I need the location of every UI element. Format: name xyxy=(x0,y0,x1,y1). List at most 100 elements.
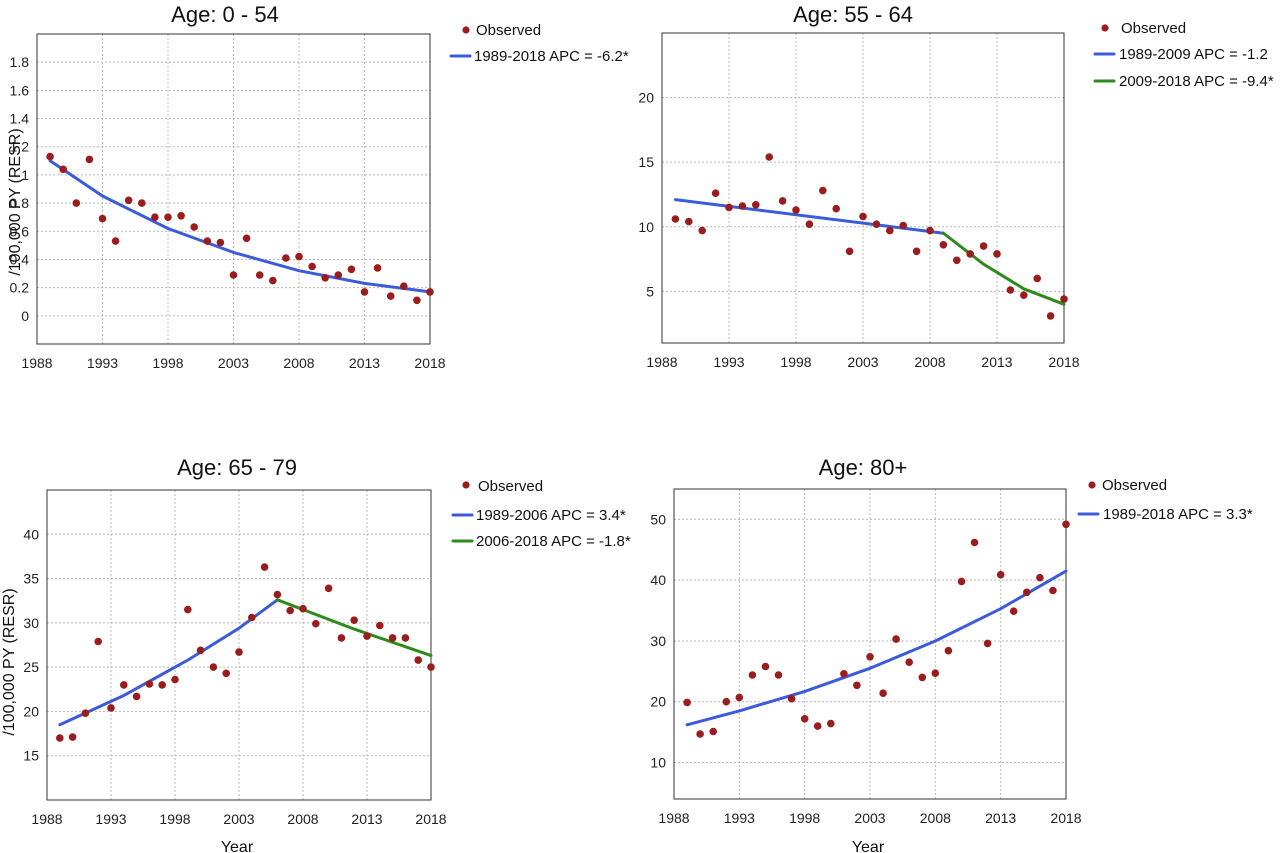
y-tick-label: 35 xyxy=(23,571,39,587)
observed-point xyxy=(813,722,822,730)
legend-observed-marker xyxy=(462,481,470,489)
observed-point xyxy=(905,658,913,666)
x-tick-label: 1993 xyxy=(95,811,126,827)
observed-point xyxy=(209,663,218,671)
y-tick-labels: 10 20 30 40 50 xyxy=(650,511,666,770)
observed-point xyxy=(282,254,290,262)
panel-title: Age: 65 - 79 xyxy=(177,455,297,480)
observed-point xyxy=(765,153,773,161)
observed-point xyxy=(1062,520,1070,529)
observed-point xyxy=(827,719,835,728)
y-tick-label: 20 xyxy=(638,90,654,106)
panel-title: Age: 80+ xyxy=(819,455,908,480)
observed-point xyxy=(939,241,948,249)
x-tick-label: 1993 xyxy=(713,354,744,370)
observed-point xyxy=(748,671,757,679)
observed-point xyxy=(132,692,141,701)
observed-point xyxy=(120,681,128,689)
observed-point xyxy=(1009,607,1018,615)
x-tick-label: 1998 xyxy=(789,810,820,826)
legend-observed-marker xyxy=(462,26,470,34)
fitted-segment-2 xyxy=(941,231,1066,306)
observed-point xyxy=(347,265,356,274)
observed-point xyxy=(235,648,243,656)
observed-point xyxy=(879,689,887,697)
observed-point xyxy=(98,214,107,223)
legend-observed-label: Observed xyxy=(1121,20,1186,37)
plot-frame xyxy=(673,488,1067,800)
legend-segment2-label: 2006-2018 APC = -1.8* xyxy=(476,533,631,550)
fitted-segment-1 xyxy=(58,598,279,727)
x-tick-label: 1988 xyxy=(646,354,677,370)
observed-point xyxy=(872,220,881,228)
observed-point xyxy=(709,727,717,736)
y-tick-label: 10 xyxy=(638,219,654,235)
observed-point xyxy=(413,296,421,305)
plot-grid xyxy=(662,33,1064,343)
x-tick-label: 1998 xyxy=(780,354,811,370)
observed-point xyxy=(926,226,934,235)
x-tick-labels: 1988 1993 1998 2003 2008 2013 2018 xyxy=(21,355,445,371)
observed-point xyxy=(1046,312,1055,320)
x-tick-label: 2018 xyxy=(414,355,445,371)
plot-frame xyxy=(661,32,1065,344)
observed-point xyxy=(196,646,205,655)
x-tick-label: 1988 xyxy=(31,811,62,827)
y-tick-label: 0.2 xyxy=(10,280,30,296)
observed-point xyxy=(414,656,423,664)
observed-point xyxy=(738,202,747,210)
plot-frame xyxy=(46,489,432,801)
x-tick-label: 2008 xyxy=(920,810,951,826)
fitted-segment-1 xyxy=(673,198,945,235)
observed-point xyxy=(94,637,102,646)
observed-point xyxy=(324,584,333,593)
observed-point xyxy=(426,288,434,296)
observed-point xyxy=(386,292,395,300)
observed-point xyxy=(722,697,731,706)
observed-point xyxy=(177,212,185,220)
observed-point xyxy=(1049,586,1057,595)
observed-point xyxy=(145,680,154,688)
observed-point xyxy=(59,165,67,174)
observed-point xyxy=(334,271,343,279)
observed-point xyxy=(295,252,303,261)
x-tick-label: 2018 xyxy=(1050,810,1081,826)
observed-point xyxy=(853,681,861,690)
observed-point xyxy=(711,189,720,197)
y-tick-label: 50 xyxy=(650,511,666,527)
observed-point xyxy=(792,206,800,214)
y-axis-label: /100,000 PY (RESR) xyxy=(7,128,24,275)
observed-point xyxy=(269,276,277,285)
observed-point xyxy=(286,606,295,615)
observed-point xyxy=(190,223,198,231)
panel-age-80-plus: Age: 80+ 1988 1993 1998 2003 2008 2013 2018 10… xyxy=(650,455,1252,853)
observed-point xyxy=(735,693,744,702)
observed-point xyxy=(68,733,77,741)
y-tick-label: 30 xyxy=(650,633,666,649)
x-tick-label: 1993 xyxy=(724,810,755,826)
observed-points xyxy=(56,563,435,742)
y-tick-label: 5 xyxy=(646,283,654,299)
y-tick-label: 1.4 xyxy=(10,111,30,127)
observed-point xyxy=(912,247,921,256)
observed-point xyxy=(222,669,230,678)
legend-observed-marker xyxy=(1088,481,1096,489)
observed-point xyxy=(308,262,316,271)
plot-grid xyxy=(47,490,431,800)
y-tick-label: 25 xyxy=(23,659,39,675)
observed-point xyxy=(944,646,953,655)
observed-point xyxy=(1060,295,1068,303)
x-tick-label: 2013 xyxy=(981,354,1012,370)
observed-point xyxy=(886,226,894,235)
x-tick-label: 2013 xyxy=(349,355,380,371)
legend-observed-marker xyxy=(1101,24,1109,32)
x-tick-label: 2003 xyxy=(218,355,249,371)
x-tick-label: 2008 xyxy=(914,354,945,370)
observed-point xyxy=(805,220,814,228)
observed-point xyxy=(56,734,64,742)
x-tick-label: 2008 xyxy=(283,355,314,371)
observed-point xyxy=(774,671,783,679)
observed-point xyxy=(401,634,410,642)
observed-point xyxy=(164,213,172,221)
